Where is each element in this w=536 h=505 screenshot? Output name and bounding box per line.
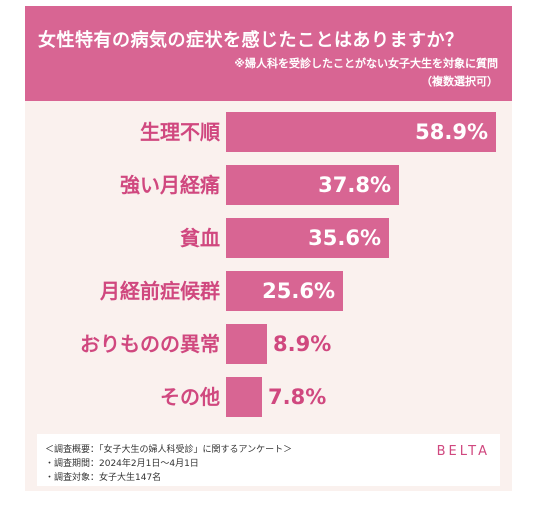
survey-summary: ＜調査概要：「女子大生の婦人科受診」に関するアンケート＞	[45, 445, 293, 455]
chart-title: 女性特有の病気の症状を感じたことはありますか？	[38, 30, 464, 51]
survey-target: ・調査対象：女子大生147名	[45, 473, 162, 483]
value-label: 37.8%	[318, 173, 391, 197]
bar	[226, 271, 343, 311]
value-label: 7.8%	[268, 385, 327, 409]
bar	[226, 165, 399, 205]
infographic-card: 女性特有の病気の症状を感じたことはありますか？ ※婦人科を受診したことがない女子…	[25, 6, 512, 491]
value-label: 35.6%	[308, 226, 381, 250]
value-label: 8.9%	[273, 332, 332, 356]
survey-footer: ＜調査概要：「女子大生の婦人科受診」に関するアンケート＞ ・調査期間：2024年…	[37, 434, 500, 486]
header-banner: 女性特有の病気の症状を感じたことはありますか？ ※婦人科を受診したことがない女子…	[25, 6, 512, 101]
category-label: 生理不順	[140, 120, 220, 144]
category-label: おりものの異常	[80, 332, 220, 356]
category-label: 貧血	[180, 226, 220, 250]
bar	[226, 112, 496, 152]
value-label: 58.9%	[415, 120, 488, 144]
bar	[226, 377, 262, 417]
category-label: その他	[160, 385, 220, 409]
bar	[226, 218, 389, 258]
chart-subtitle-note: （複数選択可）	[421, 75, 498, 88]
bar	[226, 324, 267, 364]
category-label: 強い月経痛	[120, 173, 220, 197]
value-label: 25.6%	[262, 279, 335, 303]
chart-subtitle: ※婦人科を受診したことがない女子大生を対象に質問	[234, 57, 498, 70]
brand-logo: BELTA	[436, 444, 490, 459]
category-label: 月経前症候群	[100, 279, 220, 303]
bar-chart: 生理不順 58.9% 強い月経痛 37.8% 貧血 35.6% 月経前症候群 25.6% おりも…	[25, 101, 512, 421]
survey-period: ・調査期間：2024年2月1日〜4月1日	[45, 459, 199, 469]
